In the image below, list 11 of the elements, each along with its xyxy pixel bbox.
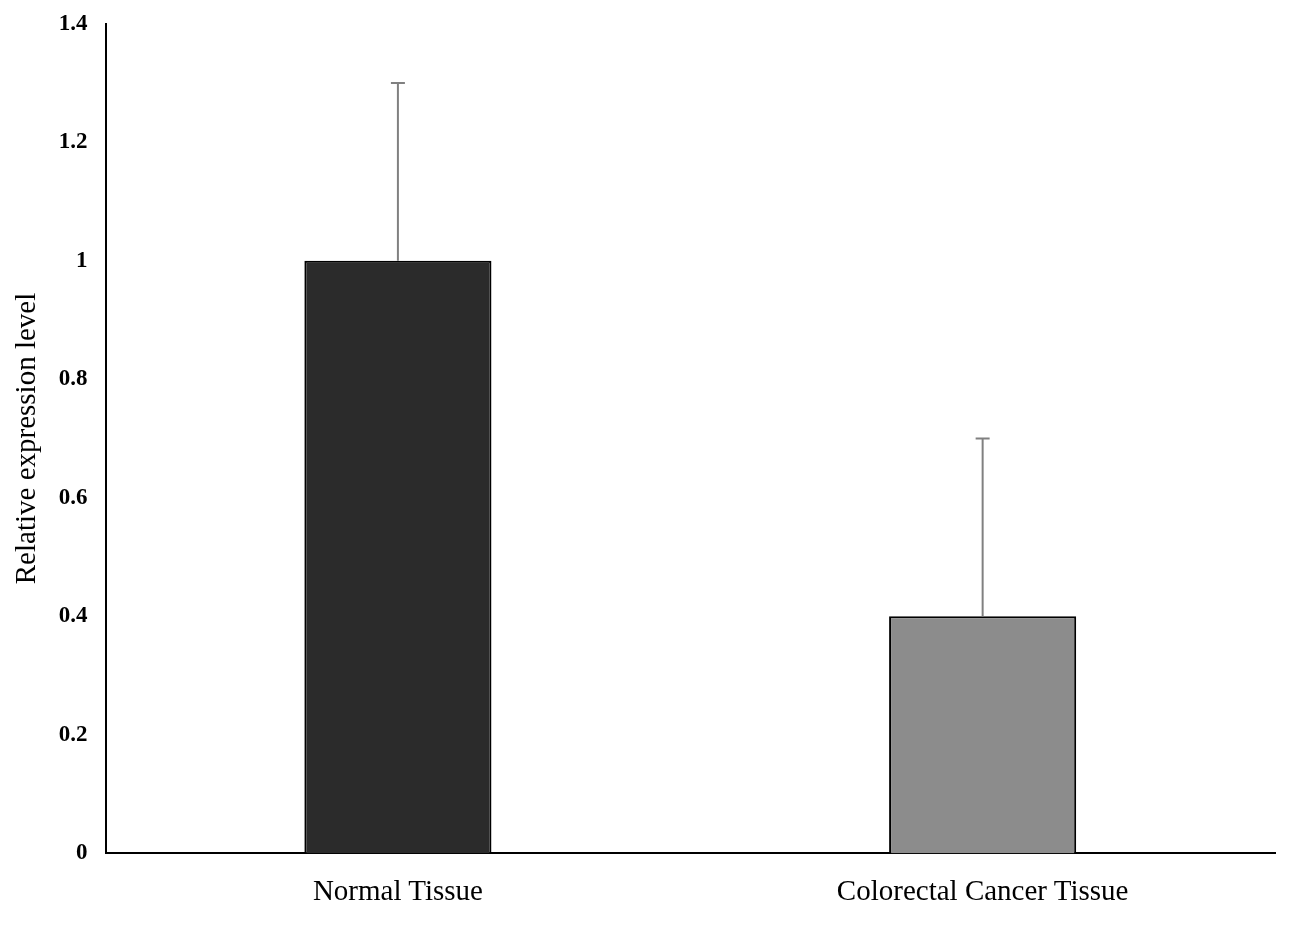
y-tick-label: 1.4 [58,9,89,35]
y-tick-label: 0.2 [58,720,88,746]
y-tick-label: 0.4 [58,602,89,628]
y-tick-label: 0 [76,839,88,865]
y-tick-label: 1.2 [58,128,88,154]
x-tick-label: Colorectal Cancer Tissue [836,874,1129,907]
x-tick-label: Normal Tissue [312,874,483,907]
y-tick-label: 0.6 [58,483,88,509]
y-tick-label: 1 [76,246,88,272]
y-tick-label: 0.8 [58,365,88,391]
y-axis-title: Relative expression level [9,292,42,585]
